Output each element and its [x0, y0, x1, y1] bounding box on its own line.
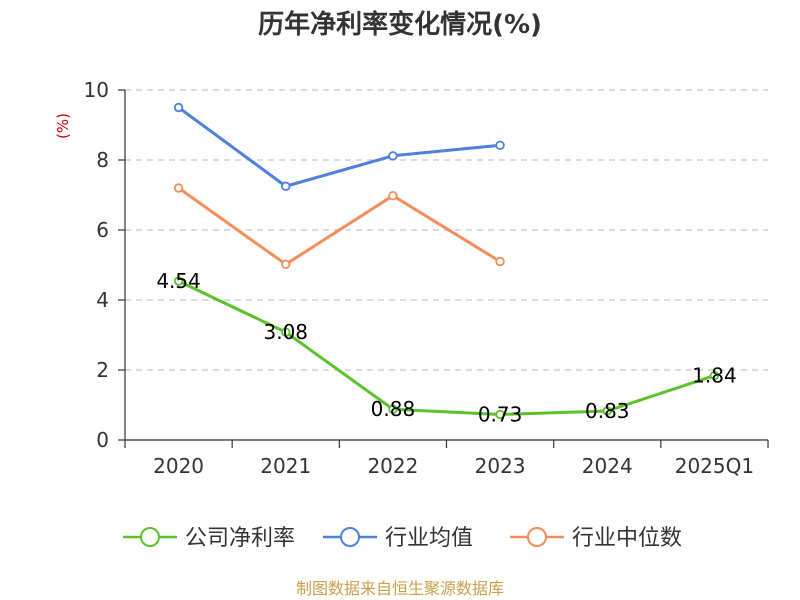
- legend-label-2: 行业均值: [385, 526, 473, 551]
- x-tick-label: 2025Q1: [675, 454, 754, 478]
- series-3-point: [388, 190, 398, 201]
- y-tick-label: 2: [96, 358, 109, 382]
- x-tick-label: 2021: [260, 454, 311, 478]
- series-lines: [173, 102, 720, 420]
- axes: 0 2 4 6 8 10 2020 2021 2022 2023 2024 2025Q1: [84, 78, 769, 478]
- x-tick-label: 2022: [367, 454, 418, 478]
- data-label: 0.88: [371, 397, 416, 421]
- series-2-point: [281, 181, 291, 191]
- legend-marker-2: [340, 527, 360, 547]
- x-tick-label: 2023: [475, 454, 526, 478]
- series-line-2: [177, 106, 502, 188]
- chart-title: 历年净利率变化情况(%): [258, 9, 542, 40]
- x-tick-label: 2020: [153, 454, 204, 478]
- series-line-3: [177, 186, 502, 266]
- legend-label-3: 行业中位数: [572, 526, 682, 551]
- series-1-point: [495, 409, 505, 420]
- series-line-1: [177, 279, 716, 416]
- series-1-point: [602, 406, 612, 416]
- series-1-point: [388, 404, 398, 414]
- data-labels: 4.54 3.08 0.88 0.73 0.83 1.84: [156, 269, 736, 426]
- series-3-point: [173, 183, 184, 193]
- y-tick-label: 0: [96, 428, 109, 452]
- source-note: 制图数据来自恒生聚源数据库: [296, 579, 504, 598]
- legend-marker-3: [527, 527, 547, 547]
- series-1-point: [709, 370, 720, 381]
- series-2-point: [388, 151, 398, 161]
- x-tick-label: 2024: [582, 454, 633, 478]
- series-1-point: [281, 327, 291, 337]
- legend-marker-1: [140, 527, 160, 547]
- series-1-point: [173, 276, 184, 286]
- y-tick-label: 10: [84, 78, 109, 102]
- y-tick-label: 4: [96, 288, 109, 312]
- series-3-point: [281, 259, 291, 269]
- legend: 公司净利率 行业均值 行业中位数: [123, 526, 682, 551]
- data-label: 4.54: [156, 269, 201, 293]
- y-tick-label: 8: [96, 148, 109, 172]
- series-2-point: [173, 102, 184, 113]
- legend-label-1: 公司净利率: [185, 526, 295, 551]
- series-2-point: [495, 140, 505, 150]
- data-label: 3.08: [263, 320, 308, 344]
- y-tick-label: 6: [96, 218, 109, 242]
- y-axis-unit-label: (%): [54, 113, 72, 139]
- data-label: 0.83: [585, 399, 630, 423]
- series-3-point: [495, 256, 505, 267]
- data-label: 0.73: [478, 402, 523, 426]
- data-label: 1.84: [692, 364, 737, 388]
